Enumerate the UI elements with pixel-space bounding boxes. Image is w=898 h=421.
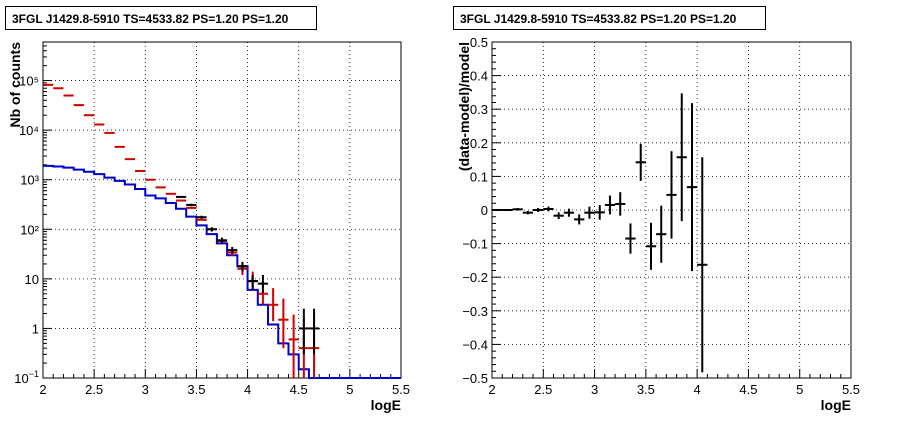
right-y-tick-label: −0.3 (462, 304, 488, 319)
right-x-tick-label: 2.5 (534, 382, 552, 397)
left-y-tick-label: 10⁴ (19, 123, 39, 138)
left-y-tick-label: 10 (25, 272, 39, 287)
right-x-tick-label: 5 (796, 382, 803, 397)
right-y-tick-label: 0.3 (470, 102, 488, 117)
right-x-tick-label: 3 (591, 382, 598, 397)
right-y-tick-label: 0.4 (470, 69, 488, 84)
right-chart: 2 2.5 3 3.5 4 4.5 5 5.5 −0.5 −0.4 −0.3 −0.2 −0.1 0 0.1… (456, 35, 860, 413)
left-y-tick-label: 10³ (20, 173, 39, 188)
right-y-tick-label: −0.4 (462, 337, 488, 352)
left-y-axis-title: Nb of counts (7, 42, 23, 128)
left-chart: 2 2.5 3 3.5 4 4.5 5 5.5 10−1 1 10 10² 10³ 10⁴ 10⁵ logE N… (7, 41, 410, 413)
left-y-tick-label: 10−1 (14, 369, 39, 386)
left-y-tick-label: 10² (20, 222, 39, 237)
left-x-axis-title: logE (371, 397, 401, 413)
right-y-tick-label: 0 (481, 203, 488, 218)
right-y-tick-label: 0.2 (470, 136, 488, 151)
right-x-tick-label: 5.5 (842, 382, 860, 397)
left-x-tick-label: 3 (142, 382, 149, 397)
left-y-tick-label: 1 (32, 321, 39, 336)
right-x-tick-label: 4 (694, 382, 701, 397)
right-x-axis-title: logE (821, 397, 851, 413)
right-chart-title: 3FGL J1429.8-5910 TS=4533.82 PS=1.20 PS=… (453, 6, 766, 30)
right-y-tick-label: 0.1 (470, 169, 488, 184)
right-y-tick-label: −0.2 (462, 270, 488, 285)
left-y-tick-label: 10⁵ (19, 74, 39, 89)
left-x-tick-label: 2.5 (85, 382, 103, 397)
right-y-axis-title: (data-model)/model (456, 42, 472, 171)
right-x-tick-label: 4.5 (739, 382, 757, 397)
right-y-tick-label: 0.5 (470, 35, 488, 50)
left-plot-frame (42, 41, 402, 379)
model-step-histogram (43, 164, 401, 379)
left-x-tick-label: 4.5 (290, 382, 308, 397)
right-y-tick-label: −0.5 (462, 371, 488, 386)
left-x-tick-label: 5 (346, 382, 353, 397)
left-x-tick-label: 2 (39, 382, 46, 397)
left-chart-title: 3FGL J1429.8-5910 TS=4533.82 PS=1.20 PS=… (5, 6, 317, 30)
left-x-tick-label: 3.5 (187, 382, 205, 397)
right-x-tick-label: 2 (488, 382, 495, 397)
right-x-tick-label: 3.5 (637, 382, 655, 397)
right-y-tick-label: −0.1 (462, 237, 488, 252)
left-x-tick-label: 5.5 (392, 382, 410, 397)
left-x-tick-label: 4 (244, 382, 251, 397)
